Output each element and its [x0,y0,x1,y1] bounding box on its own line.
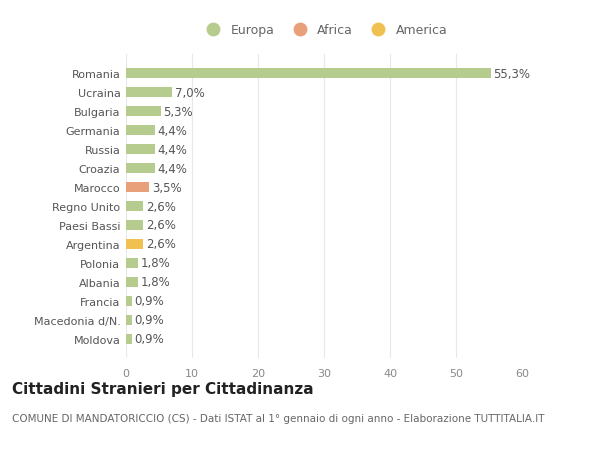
Text: 2,6%: 2,6% [146,200,176,213]
Legend: Europa, Africa, America: Europa, Africa, America [196,19,452,42]
Bar [126,239,143,250]
Bar [126,220,143,231]
Text: 2,6%: 2,6% [146,238,176,251]
Bar [126,334,132,344]
Text: Cittadini Stranieri per Cittadinanza: Cittadini Stranieri per Cittadinanza [12,381,314,396]
Text: 7,0%: 7,0% [175,86,205,100]
Bar [126,106,161,117]
Text: 2,6%: 2,6% [146,219,176,232]
Text: COMUNE DI MANDATORICCIO (CS) - Dati ISTAT al 1° gennaio di ogni anno - Elaborazi: COMUNE DI MANDATORICCIO (CS) - Dati ISTA… [12,413,545,423]
Text: 1,8%: 1,8% [140,257,170,270]
Bar [126,88,172,98]
Bar [126,258,138,269]
Bar [126,69,491,79]
Bar [126,296,132,307]
Bar [126,163,155,174]
Bar [126,126,155,136]
Bar [126,182,149,193]
Text: 0,9%: 0,9% [134,295,164,308]
Bar [126,315,132,325]
Text: 3,5%: 3,5% [152,181,181,194]
Bar [126,202,143,212]
Text: 5,3%: 5,3% [164,106,193,118]
Text: 0,9%: 0,9% [134,333,164,346]
Text: 4,4%: 4,4% [158,143,188,156]
Bar [126,277,138,287]
Text: 4,4%: 4,4% [158,124,188,137]
Text: 55,3%: 55,3% [494,67,530,80]
Text: 1,8%: 1,8% [140,276,170,289]
Text: 4,4%: 4,4% [158,162,188,175]
Bar [126,145,155,155]
Text: 0,9%: 0,9% [134,313,164,327]
